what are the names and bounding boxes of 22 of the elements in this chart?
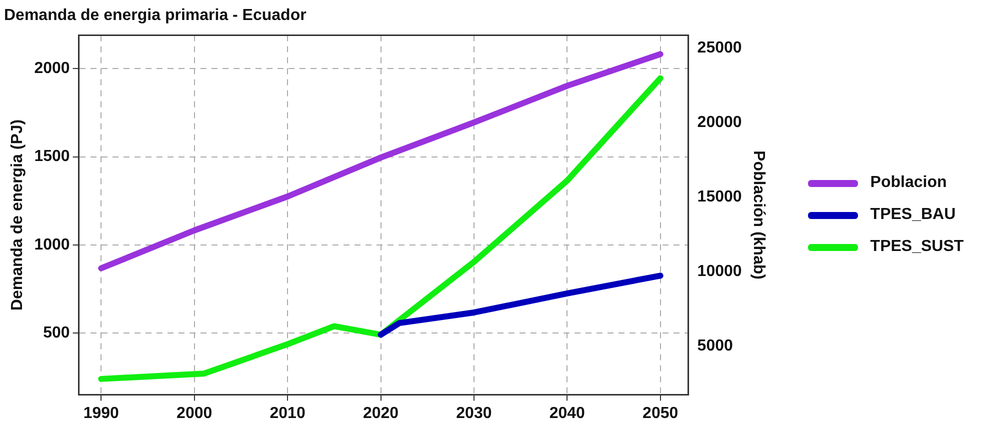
y-tick-label: 1500: [34, 148, 70, 166]
legend-label: TPES_BAU: [870, 206, 956, 224]
chart-title: Demanda de energia primaria - Ecuador: [4, 7, 306, 24]
x-tick-label: 2020: [362, 404, 399, 422]
y2-tick-label: 10000: [697, 263, 742, 280]
y2-tick-label: 5000: [697, 338, 734, 355]
y2-tick-label: 20000: [697, 114, 742, 131]
y-tick-label: 1000: [34, 236, 70, 254]
y2-axis-title: Población (khab): [750, 150, 767, 280]
x-tick-label: 2030: [456, 404, 492, 422]
y-axis-title: Demanda de energia (PJ): [9, 119, 26, 311]
x-tick-label: 2000: [176, 404, 212, 422]
y2-tick-label: 15000: [697, 188, 742, 206]
x-tick-label: 2050: [642, 404, 678, 422]
y2-tick-label: 25000: [697, 39, 742, 56]
x-tick-label: 2040: [549, 404, 586, 422]
x-tick-label: 1990: [83, 404, 120, 422]
legend-label: Poblacion: [870, 174, 947, 192]
y-tick-label: 2000: [34, 60, 70, 78]
legend-label: TPES_SUST: [870, 238, 964, 256]
y-tick-label: 500: [43, 324, 70, 342]
x-tick-label: 2010: [270, 404, 306, 422]
